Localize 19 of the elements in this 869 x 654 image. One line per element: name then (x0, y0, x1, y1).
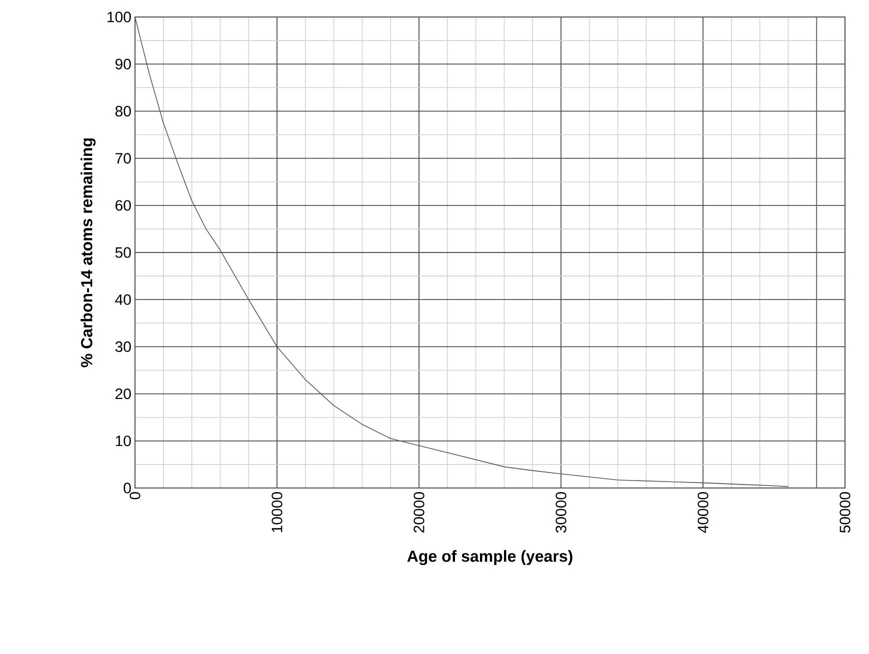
y-tick-label: 100 (108, 12, 131, 22)
y-tick-label: 10 (116, 436, 131, 446)
x-axis-title: Age of sample (years) (407, 550, 572, 566)
y-axis-title: % Carbon-14 atoms remaining (80, 138, 96, 368)
y-tick-label: 70 (116, 152, 131, 164)
y-tick-label: 30 (115, 341, 131, 352)
x-tick-label: 40000 (698, 492, 708, 533)
x-tick-label: 20000 (414, 492, 424, 532)
y-tick-label: 20 (116, 388, 131, 400)
y-tick-label: 40 (115, 294, 131, 305)
x-tick-label: 50000 (840, 492, 850, 533)
y-tick-label: 0 (124, 482, 131, 494)
x-tick-label: 10000 (272, 492, 282, 532)
x-tick-label: 30000 (556, 492, 566, 533)
x-tick-label: 0 (130, 492, 140, 500)
y-tick-label: 90 (115, 58, 131, 70)
y-tick-label: 50 (115, 247, 131, 258)
y-tick-label: 80 (115, 106, 131, 116)
y-tick-label: 60 (116, 200, 131, 211)
